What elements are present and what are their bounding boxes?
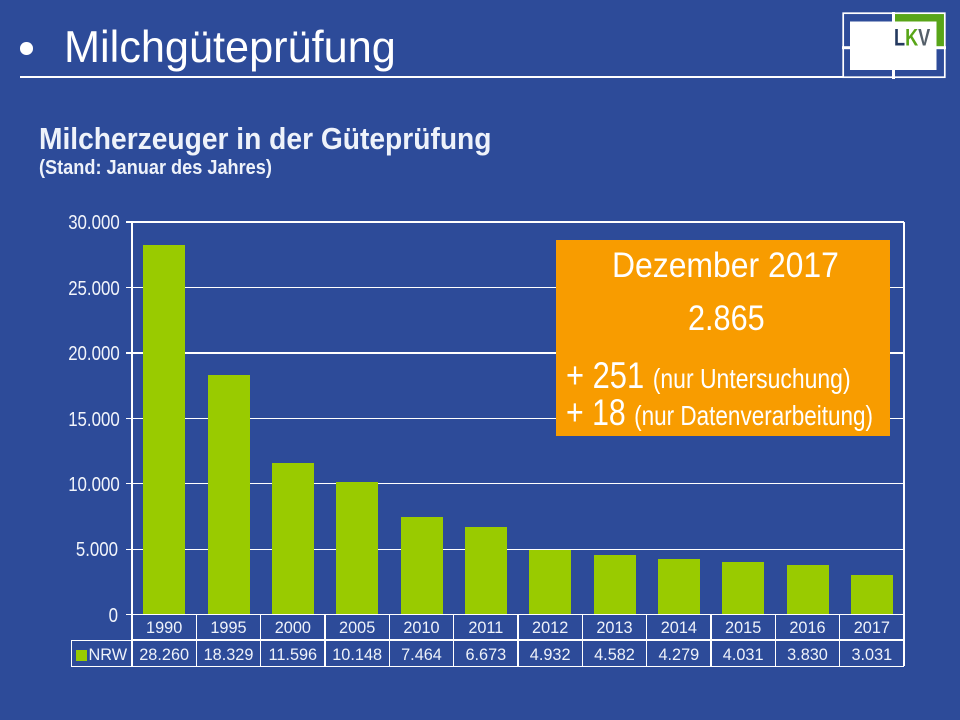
svg-text:LKV: LKV (894, 24, 931, 51)
